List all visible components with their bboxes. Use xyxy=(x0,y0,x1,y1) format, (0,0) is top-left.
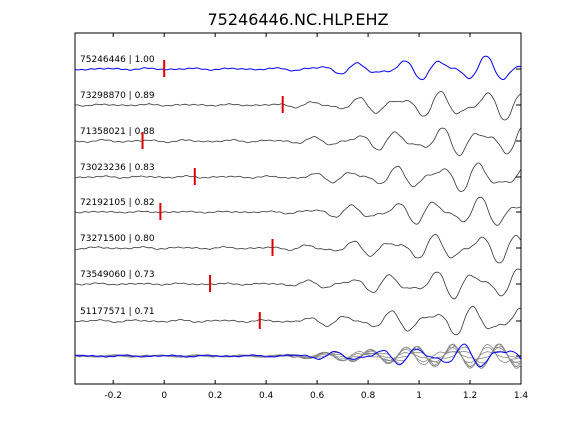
x-tick-label-0: -0.2 xyxy=(104,391,122,401)
x-tick-label-7: 1.2 xyxy=(463,391,477,401)
x-tick-label-3: 0.4 xyxy=(259,391,274,401)
trace-73549060 xyxy=(74,268,522,300)
plot-frame xyxy=(74,32,522,385)
x-tick-label-4: 0.6 xyxy=(310,391,325,401)
trace-label-71358021: 71358021 | 0.88 xyxy=(80,127,155,137)
plot-area: 75246446 | 1.00 73298870 | 0.89 71358021 |… xyxy=(74,32,522,385)
trace-label-73271500: 73271500 | 0.80 xyxy=(80,234,155,244)
x-axis: -0.2 0 0.2 0.4 0.6 0.8 1 1.2 1.4 xyxy=(104,33,528,401)
trace-72192105 xyxy=(74,196,522,226)
trace-73298870 xyxy=(74,91,522,121)
trace-label-73023236: 73023236 | 0.83 xyxy=(80,163,155,173)
x-tick-label-1: 0 xyxy=(161,391,167,401)
trace-label-73298870: 73298870 | 0.89 xyxy=(80,91,155,101)
trace-label-72192105: 72192105 | 0.82 xyxy=(80,198,155,208)
x-tick-label-2: 0.2 xyxy=(208,391,222,401)
stack-trace-reference xyxy=(74,343,522,368)
stack-trace-51177571 xyxy=(74,344,522,368)
trace-label-51177571: 51177571 | 0.71 xyxy=(80,307,155,317)
x-tick-label-6: 1 xyxy=(416,391,422,401)
trace-73023236 xyxy=(74,162,522,192)
trace-71358021 xyxy=(74,127,522,156)
trace-73271500 xyxy=(74,233,522,264)
trace-label-75246446: 75246446 | 1.00 xyxy=(80,55,155,65)
x-tick-label-5: 0.8 xyxy=(361,391,376,401)
trace-label-73549060: 73549060 | 0.73 xyxy=(80,270,155,280)
x-tick-label-8: 1.4 xyxy=(514,391,529,401)
chart-title: 75246446.NC.HLP.EHZ xyxy=(207,10,388,29)
trace-51177571 xyxy=(74,305,522,336)
trace-75246446 xyxy=(74,55,522,81)
